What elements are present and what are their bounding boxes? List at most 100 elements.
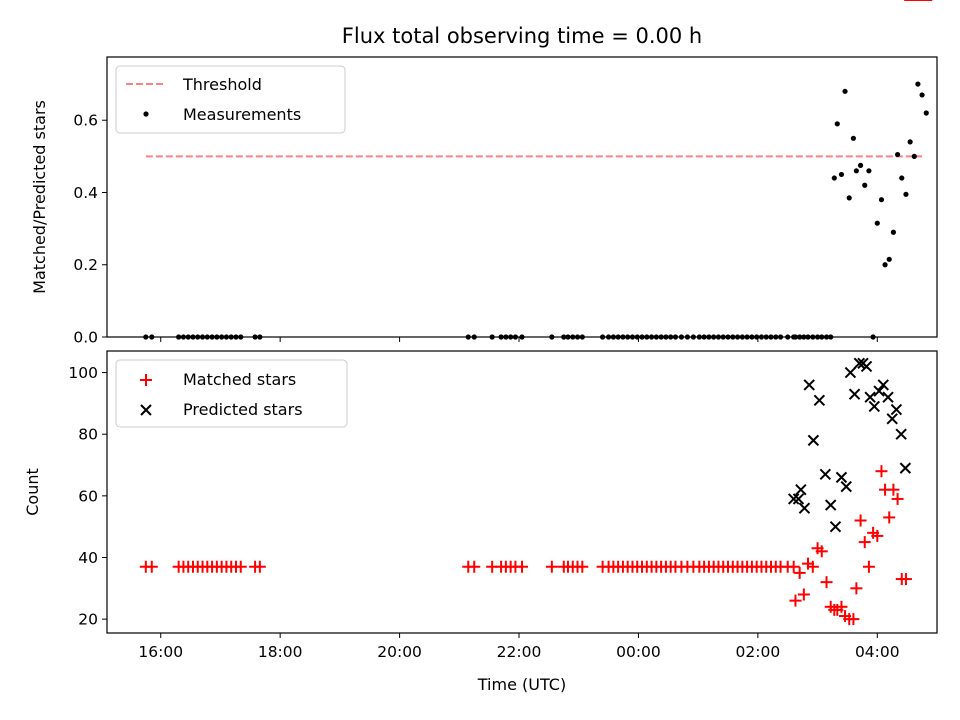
matched-star-point — [545, 560, 558, 573]
bottom-y-ticks: 20 40 60 80 100 — [68, 364, 107, 629]
predicted-star-point — [829, 520, 842, 533]
predicted-star-point — [895, 428, 907, 440]
top-axes-frame — [106, 56, 938, 338]
figure-title: Flux total observing time = 0.00 h — [342, 24, 702, 48]
matched-star-point — [891, 492, 904, 505]
matched-star-point — [516, 560, 528, 573]
predicted-star-point — [899, 462, 912, 474]
top-y-tick-label: 0.0 — [73, 329, 98, 347]
measurement-point — [923, 110, 929, 116]
matched-star-point — [854, 514, 867, 527]
measurement-point — [907, 139, 913, 145]
predicted-star-point — [860, 360, 873, 373]
predicted-star-point — [807, 434, 820, 447]
top-marks — [143, 81, 929, 340]
predicted-star-point — [835, 471, 848, 484]
bottom-x-ticks: 16:00 18:00 20:00 22:00 00:00 02:00 04:00 — [138, 633, 900, 661]
matched-star-point — [847, 613, 860, 626]
x-tick-label: 20:00 — [377, 643, 422, 661]
predicted-star-point — [798, 502, 811, 514]
measurement-point — [838, 171, 845, 178]
predicted-star-point — [848, 388, 861, 400]
bottom-legend-box — [115, 359, 348, 428]
predicted-star-point — [877, 379, 889, 391]
predicted-star-point — [825, 499, 837, 511]
bottom-y-tick-label: 20 — [78, 611, 98, 629]
predicted-star-point — [853, 357, 866, 370]
measurement-point — [831, 175, 837, 181]
predicted-star-point — [792, 493, 805, 505]
bottom-axes-frame — [106, 350, 938, 634]
bottom-y-axis-label: Count — [23, 468, 42, 516]
predicted-star-point — [868, 400, 881, 413]
matched-star-point — [576, 560, 589, 573]
top-y-tick-label: 0.2 — [73, 256, 98, 274]
measurement-point — [878, 197, 885, 203]
predicted-star-point — [864, 391, 876, 403]
measurement-point — [890, 229, 897, 235]
measurement-point — [842, 88, 848, 94]
matched-star-point — [797, 588, 810, 601]
measurement-point — [915, 81, 921, 87]
top-x-ticks — [160, 337, 878, 342]
matched-star-point — [871, 529, 884, 542]
bottom-panel: 20 40 60 80 100 16:00 18:00 20:00 22:00 00:00 02:… — [23, 0, 938, 694]
predicted-star-point — [813, 394, 826, 407]
matched-star-point — [789, 594, 802, 607]
matched-star-point — [820, 576, 833, 589]
measurement-point — [866, 168, 872, 174]
legend-predicted-label: Predicted stars — [183, 400, 303, 419]
x-tick-label: 16:00 — [138, 643, 183, 661]
matched-star-point — [835, 600, 848, 613]
predicted-star-point — [886, 413, 898, 425]
predicted-star-point — [795, 483, 807, 496]
matched-star-point — [234, 560, 247, 573]
matched-star-point — [468, 560, 481, 573]
legend-matched-label: Matched stars — [183, 370, 296, 389]
measurement-point — [886, 256, 892, 262]
legend-predicted-swatch — [140, 404, 152, 416]
measurement-point — [853, 168, 859, 174]
predicted-star-point — [787, 493, 800, 505]
matched-star-point — [883, 511, 896, 524]
top-legend: Threshold Measurements — [115, 65, 346, 134]
top-legend-box — [115, 65, 346, 134]
top-y-tick-label: 0.6 — [73, 112, 98, 130]
legend-threshold-label: Threshold — [182, 75, 262, 94]
matched-star-point — [875, 465, 888, 478]
x-tick-label: 04:00 — [855, 643, 900, 661]
matched-star-point — [806, 560, 819, 573]
measurement-point — [894, 151, 901, 158]
matched-star-point — [887, 483, 900, 496]
legend-measurements-swatch — [143, 111, 149, 117]
x-axis-label: Time (UTC) — [477, 675, 566, 694]
predicted-star-point — [873, 385, 885, 397]
bottom-marks — [139, 0, 933, 626]
matched-star-point — [815, 545, 828, 558]
measurement-point — [911, 153, 917, 159]
matched-star-point — [145, 560, 158, 573]
top-panel: 0.0 0.2 0.4 0.6 Matched/Predicted stars Thr… — [30, 56, 938, 347]
matched-star-point — [899, 573, 912, 586]
matched-star-point — [787, 560, 800, 573]
predicted-star-point — [882, 391, 894, 403]
matched-star-point — [858, 536, 871, 549]
bottom-y-tick-label: 40 — [78, 549, 98, 567]
bottom-y-tick-label: 80 — [78, 426, 98, 444]
x-tick-label: 00:00 — [616, 643, 661, 661]
measurement-point — [862, 182, 868, 188]
predicted-star-point — [840, 480, 852, 493]
top-y-tick-label: 0.4 — [73, 184, 98, 202]
measurement-point — [874, 220, 880, 226]
bottom-legend: Matched stars Predicted stars — [115, 359, 348, 428]
predicted-star-point — [803, 379, 815, 391]
bottom-y-tick-label: 100 — [68, 364, 98, 382]
bottom-y-tick-label: 60 — [78, 487, 98, 505]
x-tick-label: 02:00 — [736, 643, 781, 661]
predicted-star-point — [819, 468, 832, 480]
predicted-star-point — [890, 403, 903, 416]
measurement-point — [834, 121, 840, 127]
matched-star-point — [793, 566, 806, 579]
legend-measurements-label: Measurements — [183, 105, 301, 124]
